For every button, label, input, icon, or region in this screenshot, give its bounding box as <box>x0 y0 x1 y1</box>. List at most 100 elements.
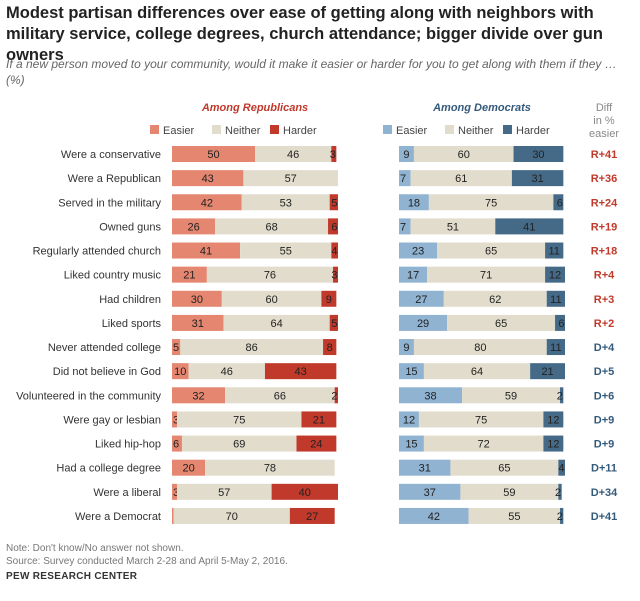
republicans-bar-harder <box>301 411 337 428</box>
democrats-value-label-easier: 38 <box>424 390 436 402</box>
republicans-value-label-easier: 43 <box>202 173 214 185</box>
democrats-bar-easier <box>399 266 428 283</box>
republicans-bar-neither <box>206 266 334 283</box>
republicans-value-label-easier: 42 <box>201 197 213 209</box>
republicans-bar-easier <box>172 194 242 211</box>
democrats-bar-easier <box>399 411 419 428</box>
democrats-bar-easier <box>399 290 444 307</box>
democrats-value-label-neither: 65 <box>498 463 510 475</box>
footer-credit: PEW RESEARCH CENTER <box>6 571 138 582</box>
republicans-legend-label-neither: Neither <box>225 125 261 137</box>
republicans-value-label-harder: 5 <box>331 197 337 209</box>
republicans-legend-swatch-neither <box>212 125 221 134</box>
republicans-bar-easier <box>172 387 226 404</box>
republicans-bar-easier <box>172 507 174 524</box>
democrats-legend-swatch-neither <box>445 125 454 134</box>
democrats-legend-label-harder: Harder <box>516 125 550 137</box>
republicans-value-label-harder: 9 <box>326 294 332 306</box>
democrats-bar-harder <box>530 363 565 380</box>
republicans-bar-neither <box>176 483 272 500</box>
republicans-legend-swatch-harder <box>270 125 279 134</box>
republicans-value-label-harder: 43 <box>295 366 307 378</box>
democrats-bar-neither <box>447 314 556 331</box>
democrats-bar-harder <box>513 146 564 162</box>
republicans-bar-harder <box>331 242 338 259</box>
democrats-bar-neither <box>413 339 547 356</box>
republicans-value-label-neither: 70 <box>226 511 238 523</box>
republicans-bar-harder <box>264 363 337 380</box>
republicans-value-label-neither: 66 <box>274 390 286 402</box>
category-label: Were a Democrat <box>75 511 161 523</box>
democrats-value-label-neither: 71 <box>480 270 492 282</box>
democrats-bar-harder <box>553 194 564 211</box>
republicans-bar-neither <box>221 290 322 307</box>
category-label: Were a Republican <box>68 173 161 185</box>
republicans-value-label-neither: 64 <box>270 318 282 330</box>
republicans-bar-neither <box>243 170 338 187</box>
republicans-value-label-neither: 55 <box>280 246 292 258</box>
democrats-value-label-harder: 12 <box>547 439 559 451</box>
republicans-value-label-neither: 86 <box>246 342 258 354</box>
category-label: Were a conservative <box>61 149 161 161</box>
diff-value: R+24 <box>591 197 618 209</box>
republicans-value-label-easier: 6 <box>173 439 179 451</box>
republicans-bar-harder <box>323 339 337 356</box>
democrats-value-label-harder: 4 <box>558 463 564 475</box>
democrats-value-label-easier: 12 <box>403 414 415 426</box>
democrats-value-label-easier: 23 <box>412 246 424 258</box>
democrats-value-label-easier: 37 <box>424 487 436 499</box>
democrats-value-label-harder: 11 <box>550 342 561 354</box>
diff-value: D+5 <box>594 366 615 378</box>
democrats-bar-harder <box>543 435 564 452</box>
democrats-bar-easier <box>399 314 448 331</box>
republicans-value-label-harder: 2 <box>331 390 337 402</box>
diff-value: D+4 <box>594 342 615 354</box>
republicans-bar-easier <box>172 459 206 476</box>
democrats-bar-easier <box>399 459 451 476</box>
republicans-value-label-harder: 4 <box>331 246 337 258</box>
republicans-value-label-harder: 5 <box>331 318 337 330</box>
republicans-bar-easier <box>172 170 244 187</box>
democrats-value-label-neither: 51 <box>447 221 459 233</box>
democrats-bar-harder <box>511 170 564 187</box>
democrats-value-label-harder: 6 <box>557 197 563 209</box>
democrats-bar-harder <box>546 290 565 307</box>
category-label: Had children <box>99 294 161 306</box>
diff-value: R+19 <box>591 221 618 233</box>
democrats-value-label-harder: 12 <box>547 414 559 426</box>
republicans-legend-label-harder: Harder <box>283 125 317 137</box>
democrats-bar-easier <box>399 170 411 187</box>
diff-value: D+41 <box>591 511 618 523</box>
republicans-bar-harder <box>329 314 338 331</box>
democrats-bar-easier <box>399 483 461 500</box>
republicans-bar-easier <box>172 435 182 452</box>
democrats-value-label-harder: 11 <box>550 294 561 306</box>
republicans-bar-neither <box>176 411 302 428</box>
republicans-value-label-neither: 78 <box>264 463 276 475</box>
democrats-value-label-harder: 2 <box>557 390 563 402</box>
category-label: Volunteered in the community <box>16 390 161 402</box>
republicans-bar-easier <box>172 242 241 259</box>
republicans-legend-label-easier: Easier <box>163 125 195 137</box>
category-label: Liked hip-hop <box>95 439 161 451</box>
chart-note: Note: Don't know/No answer not shown. <box>6 543 184 554</box>
diff-header-line: easier <box>589 128 619 140</box>
republicans-value-label-harder: 3 <box>330 149 336 161</box>
democrats-bar-neither <box>462 387 561 404</box>
republicans-bar-easier <box>172 363 189 380</box>
democrats-bar-easier <box>399 435 424 452</box>
democrats-value-label-easier: 7 <box>400 173 406 185</box>
democrats-value-label-neither: 55 <box>508 511 520 523</box>
republicans-value-label-neither: 57 <box>218 487 230 499</box>
democrats-bar-neither <box>428 194 554 211</box>
republicans-value-label-harder: 3 <box>331 270 337 282</box>
democrats-bar-easier <box>399 363 424 380</box>
republicans-bar-harder <box>331 146 337 162</box>
category-label: Served in the military <box>58 197 161 209</box>
democrats-legend-swatch-harder <box>503 125 512 134</box>
republicans-value-label-neither: 75 <box>233 414 245 426</box>
democrats-value-label-harder: 41 <box>523 221 535 233</box>
diff-value: D+34 <box>591 487 618 499</box>
democrats-value-label-easier: 9 <box>403 342 409 354</box>
democrats-bar-neither <box>460 483 559 500</box>
